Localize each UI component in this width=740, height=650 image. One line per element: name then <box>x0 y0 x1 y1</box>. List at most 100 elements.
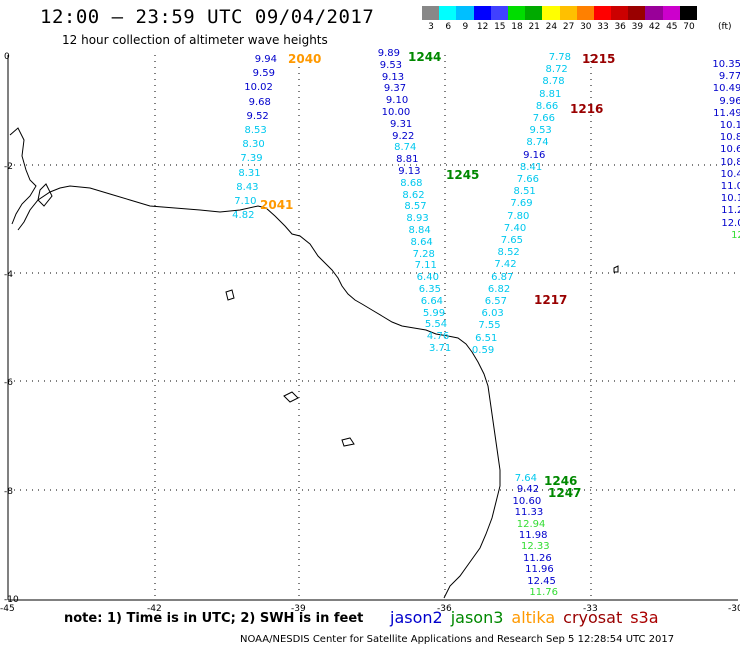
wave-height-value: 12.33 <box>520 541 550 553</box>
color-swatch <box>628 6 646 20</box>
wave-height-value: 10.4 <box>720 168 740 180</box>
color-swatch <box>645 6 663 20</box>
color-scale-tick: 24 <box>545 22 558 32</box>
wave-height-value: 9.53 <box>529 125 552 137</box>
wave-height-value: 8.74 <box>394 142 417 154</box>
wave-height-value: 8.64 <box>410 236 433 248</box>
wave-height-value: 11.0 <box>720 181 740 192</box>
wave-height-value: 7.69 <box>510 198 533 210</box>
wave-height-value: 8.62 <box>402 189 425 201</box>
color-swatch <box>456 6 474 20</box>
page-title: 12:00 – 23:59 UTC 09/04/2017 <box>40 6 375 28</box>
page-subtitle: 12 hour collection of altimeter wave hei… <box>62 33 328 47</box>
color-swatch <box>679 6 697 20</box>
color-scale-tick: 30 <box>580 22 592 32</box>
pass-number-label: 1215 <box>582 52 616 66</box>
wave-height-value: 8.78 <box>542 76 565 88</box>
y-tick-label: -6 <box>4 378 13 388</box>
wave-height-value: 9.13 <box>398 166 421 177</box>
color-swatch <box>576 6 594 20</box>
legend-item-jason3: jason3 <box>450 608 504 627</box>
map-frame <box>7 55 738 601</box>
wave-height-value: 9.37 <box>383 83 407 95</box>
color-swatch <box>611 6 629 20</box>
color-scale-tick: 39 <box>631 22 644 32</box>
wave-height-value: 8.43 <box>236 181 259 193</box>
color-swatch <box>559 6 577 20</box>
color-scale-tick: 18 <box>511 22 523 32</box>
wave-height-value: 6.51 <box>475 332 498 344</box>
wave-height-value: 9.77 <box>718 71 740 83</box>
wave-height-value: 7.39 <box>240 153 263 165</box>
wave-height-value: 7.66 <box>516 174 539 185</box>
x-tick-label: -42 <box>147 604 162 614</box>
color-scale-tick: 12 <box>476 22 489 32</box>
color-swatch <box>439 6 457 20</box>
wave-height-value: 8.68 <box>400 177 423 189</box>
pass-number-label: 1246 <box>544 474 578 488</box>
wave-height-value: 10.35 <box>712 59 740 70</box>
color-scale-tick: 15 <box>494 22 506 32</box>
wave-height-value: 11.96 <box>525 564 554 576</box>
wave-height-value: 9.22 <box>392 130 415 142</box>
x-tick-label: -45 <box>0 604 15 614</box>
pass-number-label: 1247 <box>548 486 582 500</box>
wave-height-value: 9.13 <box>381 71 405 83</box>
wave-height-value: 9.31 <box>390 118 413 130</box>
wave-height-value: 7.40 <box>503 222 527 234</box>
x-tick-label: -36 <box>437 604 452 614</box>
color-swatch <box>662 6 680 20</box>
wave-height-value: 4.82 <box>232 210 255 222</box>
color-scale-tick: 21 <box>528 22 540 32</box>
wave-height-value: 10.02 <box>244 82 273 94</box>
wave-height-value: 10.00 <box>381 107 411 118</box>
satellite-legend: jason2 jason3 altika cryosat s3a <box>390 608 667 627</box>
x-tick-label: -33 <box>583 604 598 614</box>
wave-height-value: 12.0 <box>721 217 740 229</box>
axis-ticks: -45 -42 -39 -36 -33 -30 0 -2 -4 -6 -8 -10 <box>0 52 740 614</box>
color-swatch <box>422 6 440 20</box>
x-tick-label: -30 <box>728 604 740 614</box>
color-swatch <box>542 6 560 20</box>
color-scale-tick: 45 <box>666 22 678 32</box>
wave-height-value: 8.81 <box>539 88 562 100</box>
legend-item-jason2: jason2 <box>390 608 443 627</box>
wave-height-value: 8.93 <box>406 213 429 225</box>
wave-height-value: 6.03 <box>481 308 504 320</box>
wave-height-value: 12.94 <box>516 518 546 530</box>
color-scale-tick: 36 <box>614 22 626 32</box>
color-scale-tick: 9 <box>462 22 469 32</box>
wave-height-value: 7.66 <box>532 113 555 124</box>
wave-height-value: 6.35 <box>418 284 441 295</box>
color-swatch <box>490 6 508 20</box>
wave-height-value: 6.40 <box>416 272 439 284</box>
wave-height-value: 8.74 <box>526 137 549 149</box>
wave-height-value: 6.57 <box>484 296 507 307</box>
wave-height-value: 8.31 <box>238 167 261 179</box>
y-tick-label: 0 <box>4 52 10 62</box>
footer-note: note: 1) Time is in UTC; 2) SWH is in fe… <box>64 611 364 626</box>
wave-height-value: 7.55 <box>478 320 501 332</box>
legend-item-cryosat: cryosat <box>563 608 623 627</box>
wave-height-value: 9.16 <box>523 149 546 161</box>
y-tick-label: -10 <box>4 595 19 605</box>
wave-height-value: 8.57 <box>404 201 427 213</box>
wave-height-value: 11.2 <box>721 205 740 217</box>
wave-height-value: 7.11 <box>414 260 437 272</box>
wave-height-value: 5.99 <box>422 307 446 319</box>
wave-height-value: 8.84 <box>408 225 431 236</box>
wave-height-value: 12.45 <box>527 575 556 587</box>
wave-height-value: 7.64 <box>514 473 537 484</box>
wave-height-value: 12 <box>731 229 740 241</box>
color-scale-bar <box>422 6 697 20</box>
wave-height-value: 7.65 <box>500 235 523 246</box>
color-scale-tick: 27 <box>562 22 575 32</box>
wave-height-value: 7.78 <box>548 52 571 63</box>
color-swatch <box>525 6 543 20</box>
wave-height-value: 8.66 <box>535 100 559 112</box>
wave-height-value: 6.64 <box>420 295 444 307</box>
pass-number-label: 2040 <box>288 52 322 66</box>
x-tick-label: -39 <box>291 604 306 614</box>
wave-height-value: 9.42 <box>516 484 540 496</box>
